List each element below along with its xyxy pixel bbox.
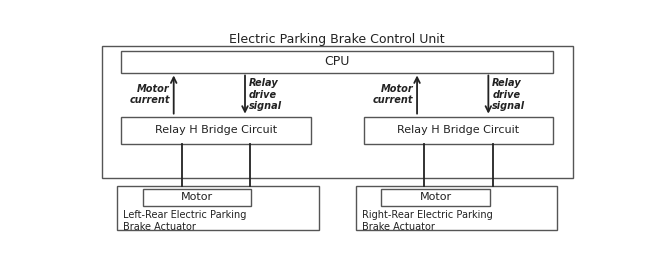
Text: Motor
current: Motor current — [372, 84, 413, 105]
Text: Right-Rear Electric Parking
Brake Actuator: Right-Rear Electric Parking Brake Actuat… — [362, 210, 493, 232]
Text: Motor
current: Motor current — [130, 84, 170, 105]
Text: Left-Rear Electric Parking
Brake Actuator: Left-Rear Electric Parking Brake Actuato… — [123, 210, 247, 232]
Text: Relay H Bridge Circuit: Relay H Bridge Circuit — [397, 125, 520, 135]
Bar — [101, 46, 573, 178]
Bar — [143, 189, 251, 206]
Bar — [382, 189, 490, 206]
Text: Relay H Bridge Circuit: Relay H Bridge Circuit — [155, 125, 277, 135]
Text: Relay
drive
signal: Relay drive signal — [249, 78, 282, 111]
Text: Motor: Motor — [420, 192, 451, 202]
Bar — [121, 117, 311, 144]
Bar — [364, 117, 553, 144]
Bar — [117, 186, 318, 231]
Text: Motor: Motor — [181, 192, 213, 202]
Bar — [121, 51, 553, 73]
Bar — [356, 186, 557, 231]
Text: CPU: CPU — [324, 55, 350, 68]
Text: Relay
drive
signal: Relay drive signal — [492, 78, 525, 111]
Text: Electric Parking Brake Control Unit: Electric Parking Brake Control Unit — [230, 33, 445, 46]
